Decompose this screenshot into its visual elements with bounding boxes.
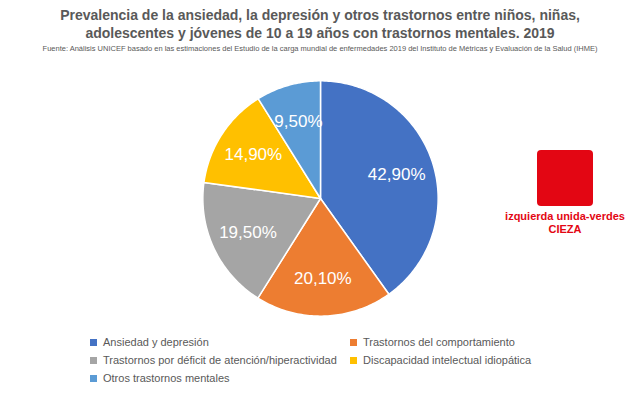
html-text:Discapacidad intelectual idiop: Discapacidad intelectual idiopática bbox=[363, 354, 532, 366]
html-text:Trastornos del comportamiento: Trastornos del comportamiento bbox=[363, 336, 515, 348]
html-text:Ansiedad y depresión: Ansiedad y depresión bbox=[103, 336, 209, 348]
svg-text:14,90%: 14,90% bbox=[225, 145, 283, 164]
svg-text:9,50%: 9,50% bbox=[274, 112, 322, 131]
svg-text:42,90%: 42,90% bbox=[368, 165, 426, 184]
html-text:Fuente: Análisis UNICEF basado: Fuente: Análisis UNICEF basado en las es… bbox=[42, 44, 598, 53]
svg-text:20,10%: 20,10% bbox=[294, 269, 352, 288]
html-text:Trastornos por déficit de aten: Trastornos por déficit de atención/hiper… bbox=[103, 354, 337, 366]
html-text:Otros trastornos mentales: Otros trastornos mentales bbox=[103, 372, 230, 384]
svg-text:19,50%: 19,50% bbox=[219, 223, 277, 242]
html-text:izquierda unida-verdes: izquierda unida-verdes bbox=[505, 210, 625, 222]
html-text:Prevalencia de la ansiedad, la: Prevalencia de la ansiedad, la depresión… bbox=[60, 7, 580, 41]
html-text:CIEZA: CIEZA bbox=[548, 223, 582, 235]
